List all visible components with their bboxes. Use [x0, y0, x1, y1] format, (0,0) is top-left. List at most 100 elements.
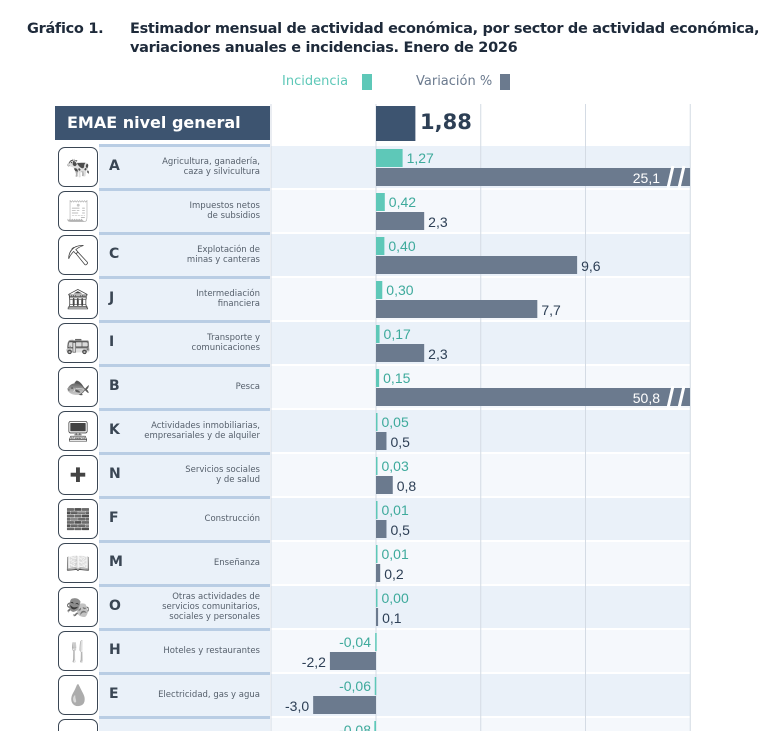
- sector-label-line: Impuestos netos: [189, 201, 260, 211]
- restaurant-hotel-icon: 🍴: [58, 631, 98, 671]
- incidencia-label: -0,08: [339, 722, 371, 731]
- sector-label-line: caza y silvicultura: [183, 167, 260, 177]
- incidencia-label: 1,27: [407, 150, 434, 166]
- sector-code: H: [109, 642, 121, 658]
- row-label-band: [99, 630, 270, 672]
- sector-label-line: y de salud: [216, 475, 260, 485]
- sector-label: Otras actividades de servicios comunitari…: [162, 592, 260, 622]
- bank-icon: 🏛: [58, 279, 98, 319]
- row-band-border: [99, 628, 270, 631]
- energy-water-icon: 💧: [58, 675, 98, 715]
- sector-code: F: [109, 510, 119, 526]
- sector-label: Hoteles y restaurantes: [163, 646, 260, 656]
- sector-label-line: servicios comunitarios,: [162, 602, 260, 612]
- incidencia-label: 0,01: [382, 546, 409, 562]
- incidencia-bar: [376, 457, 378, 475]
- construction-icon: 🧱: [58, 499, 98, 539]
- variacion-label: 0,1: [382, 610, 402, 626]
- incidencia-label: -0,04: [339, 634, 371, 650]
- sector-label-line: Enseñanza: [213, 558, 260, 568]
- variacion-bar: [313, 696, 376, 714]
- sector-code: E: [109, 686, 119, 702]
- incidencia-bar: [376, 325, 380, 343]
- sector-code: B: [109, 378, 120, 394]
- variacion-bar: [376, 256, 578, 274]
- chart-title-line2: variaciones anuales e incidencias. Enero…: [130, 40, 518, 56]
- incidencia-label: 0,03: [382, 458, 409, 474]
- row-label-band: [99, 718, 270, 731]
- sector-label: Electricidad, gas y agua: [158, 690, 260, 700]
- variacion-label: 0,5: [390, 434, 410, 450]
- row-band-border: [99, 540, 270, 543]
- variacion-label: -3,0: [285, 698, 309, 714]
- sector-label-line: Intermediación: [196, 289, 260, 299]
- incidencia-bar: [376, 193, 385, 211]
- legend-variacion-swatch: [500, 74, 510, 90]
- row-label-band: [99, 454, 270, 496]
- transport-icon: 🚌: [58, 323, 98, 363]
- row-label-band: [99, 366, 270, 408]
- row-label-band: [99, 146, 270, 188]
- row-label-band: [99, 674, 270, 716]
- row-label-band: [99, 234, 270, 276]
- sector-label-line: empresariales y de alquiler: [144, 431, 260, 441]
- sector-label-line: Construcción: [204, 514, 260, 524]
- incidencia-bar: [376, 501, 378, 519]
- row-band-border: [99, 452, 270, 455]
- row-label-band: [99, 322, 270, 364]
- variacion-bar: [329, 652, 376, 670]
- incidencia-label: -0,06: [339, 678, 371, 694]
- variacion-label: 2,3: [428, 214, 448, 230]
- row-band-border: [99, 364, 270, 367]
- sector-label-line: comunicaciones: [191, 343, 260, 353]
- incidencia-label: 0,17: [384, 326, 411, 342]
- row-label-band: [99, 410, 270, 452]
- sector-label-line: Explotación de: [197, 245, 260, 255]
- variacion-label: 9,6: [581, 258, 601, 274]
- incidencia-bar: [374, 677, 377, 695]
- incidencia-bar: [374, 721, 376, 731]
- mining-icon: ⛏: [58, 235, 98, 275]
- incidencia-label: 0,30: [386, 282, 413, 298]
- sector-label-line: sociales y personales: [169, 612, 260, 622]
- sector-label: Construcción: [205, 514, 260, 524]
- variacion-label: 2,3: [428, 346, 448, 362]
- sector-label: Servicios sociales y de salud: [185, 465, 260, 485]
- variacion-bar: [376, 476, 393, 494]
- public-admin-icon: ⚖: [58, 719, 98, 731]
- incidencia-bar: [375, 633, 377, 651]
- variacion-label: 0,2: [384, 566, 404, 582]
- row-band-border: [99, 188, 270, 191]
- fish-icon: 🐟: [58, 367, 98, 407]
- incidencia-bar: [376, 413, 378, 431]
- row-band-border: [99, 232, 270, 235]
- variacion-label: 0,5: [390, 522, 410, 538]
- variacion-label: 7,7: [541, 302, 561, 318]
- row-band-border: [99, 276, 270, 279]
- variacion-bar: [376, 520, 387, 538]
- sector-label: Intermediación financiera: [196, 289, 260, 309]
- sector-label: Transporte y comunicaciones: [192, 333, 260, 353]
- row-label-band: [99, 542, 270, 584]
- sector-label-line: Agricultura, ganadería,: [162, 157, 260, 167]
- sector-code: A: [109, 158, 120, 174]
- sector-label-line: de subsidios: [207, 211, 260, 221]
- sector-label-line: Actividades inmobiliarias,: [151, 421, 260, 431]
- emae-header: EMAE nivel general: [55, 106, 270, 140]
- variacion-label: 50,8: [633, 390, 660, 406]
- axis-break-mark: [666, 165, 675, 189]
- legend-incidencia-swatch: [362, 74, 372, 90]
- row-band-border: [99, 320, 270, 323]
- legend-variacion: Variación %: [416, 74, 493, 89]
- sector-label: Explotación de minas y canteras: [187, 245, 260, 265]
- variacion-label: -2,2: [302, 654, 326, 670]
- variacion-bar: [376, 168, 690, 186]
- row-band-border: [99, 716, 270, 719]
- incidencia-label: 0,05: [382, 414, 409, 430]
- sector-label-line: Electricidad, gas y agua: [158, 690, 260, 700]
- variacion-bar: [376, 344, 425, 362]
- row-label-band: [99, 586, 270, 628]
- incidencia-label: 0,01: [382, 502, 409, 518]
- sector-label: Pesca: [236, 382, 260, 392]
